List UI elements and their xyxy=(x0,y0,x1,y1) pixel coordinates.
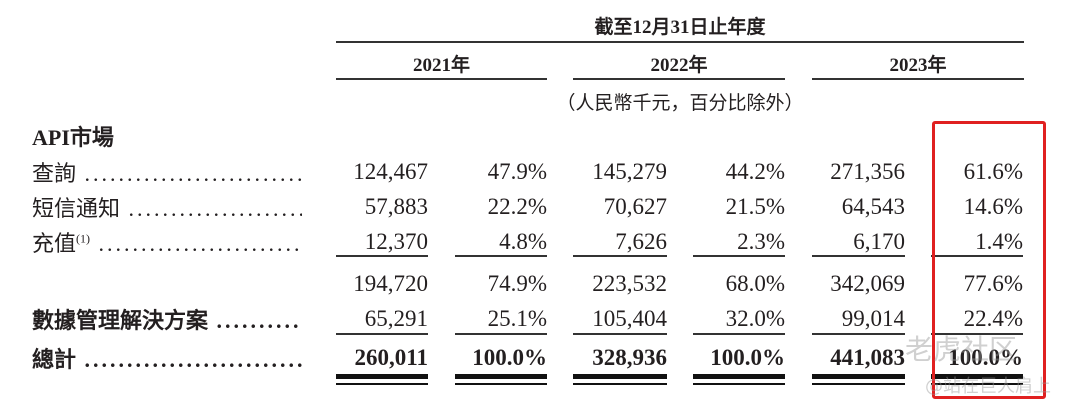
table-cell: 61.6% xyxy=(963,159,1023,184)
row-label: 總計 .................................... xyxy=(32,342,302,374)
table-cell: 14.6% xyxy=(963,194,1023,219)
underline xyxy=(693,333,785,335)
year-rule xyxy=(573,78,785,80)
table-cell: 342,069 xyxy=(830,271,905,296)
underline xyxy=(812,383,905,385)
table-cell: 7,626 xyxy=(615,229,667,254)
underline xyxy=(573,255,667,257)
table-cell: 441,083 xyxy=(830,345,905,370)
table-cell: 74.9% xyxy=(487,271,547,296)
table-cell: 4.8% xyxy=(499,229,547,254)
underline xyxy=(573,374,667,379)
table-cell: 32.0% xyxy=(725,306,785,331)
underline xyxy=(455,255,547,257)
dot-leader: .................................... xyxy=(98,231,302,256)
underline xyxy=(931,255,1023,257)
table-cell: 145,279 xyxy=(592,159,667,184)
period-header: 截至12月31日止年度 xyxy=(594,17,766,38)
underline xyxy=(336,333,428,335)
table-cell: 65,291 xyxy=(364,306,428,331)
table-cell: 223,532 xyxy=(592,271,667,296)
underline xyxy=(336,374,428,379)
table-cell: 105,404 xyxy=(592,306,667,331)
footnote-ref: (1) xyxy=(76,231,91,246)
row-label: API市場 xyxy=(32,120,302,152)
table-cell: 47.9% xyxy=(487,159,547,184)
underline xyxy=(812,374,905,379)
underline xyxy=(812,255,905,257)
table-cell: 100.0% xyxy=(710,345,785,370)
table-cell: 68.0% xyxy=(725,271,785,296)
table-cell: 57,883 xyxy=(364,194,428,219)
table-cell: 100.0% xyxy=(472,345,547,370)
underline xyxy=(573,333,667,335)
underline xyxy=(693,383,785,385)
table-cell: 64,543 xyxy=(841,194,905,219)
table-cell: 21.5% xyxy=(725,194,785,219)
dot-leader: .................................... xyxy=(84,161,302,186)
row-label-text: 充值 xyxy=(32,231,77,256)
table-cell: 22.2% xyxy=(487,194,547,219)
table-cell: 124,467 xyxy=(353,159,428,184)
watermark: @站在巨人肩上 xyxy=(925,376,1051,397)
table-cell: 99,014 xyxy=(841,306,905,331)
table-cell: 194,720 xyxy=(353,271,428,296)
table-cell: 328,936 xyxy=(592,345,667,370)
table-cell: 44.2% xyxy=(725,159,785,184)
table-cell: 12,370 xyxy=(364,229,428,254)
row-label: 短信通知 ...................................… xyxy=(32,191,302,223)
row-label: 充值(1) ..................................… xyxy=(32,226,302,258)
underline xyxy=(455,374,547,379)
underline xyxy=(812,333,905,335)
row-label-text: API市場 xyxy=(32,125,114,150)
table-cell: 70,627 xyxy=(603,194,667,219)
highlight-box xyxy=(932,121,1046,399)
table-cell: 22.4% xyxy=(963,306,1023,331)
underline xyxy=(455,383,547,385)
year-header-2021: 2021年 xyxy=(412,55,470,76)
row-label-text: 數據管理解決方案 xyxy=(32,308,209,333)
header-rule xyxy=(336,41,1024,43)
table-cell: 1.4% xyxy=(975,229,1023,254)
row-label-text: 總計 xyxy=(32,347,77,372)
year-header-2022: 2022年 xyxy=(650,55,708,76)
table-cell: 260,011 xyxy=(354,345,428,370)
table-cell: 100.0% xyxy=(948,345,1023,370)
table-cell: 271,356 xyxy=(830,159,905,184)
underline xyxy=(573,383,667,385)
underline xyxy=(336,255,428,257)
underline xyxy=(931,374,1023,379)
table-cell: 6,170 xyxy=(853,229,905,254)
underline xyxy=(931,383,1023,385)
year-rule xyxy=(812,78,1024,80)
underline xyxy=(693,374,785,379)
row-label-text: 短信通知 xyxy=(32,196,121,221)
row-label: 查詢 .................................... xyxy=(32,156,302,188)
underline xyxy=(336,383,428,385)
dot-leader: .................................... xyxy=(128,196,302,221)
underline xyxy=(693,255,785,257)
dot-leader: .................................... xyxy=(216,308,302,333)
year-rule xyxy=(336,78,547,80)
table-cell: 25.1% xyxy=(487,306,547,331)
dot-leader: .................................... xyxy=(84,347,302,372)
underline xyxy=(931,333,1023,335)
table-cell: 2.3% xyxy=(737,229,785,254)
row-label-text: 查詢 xyxy=(32,161,77,186)
year-header-2023: 2023年 xyxy=(889,55,947,76)
watermark: 老虎社区 xyxy=(905,333,1018,366)
unit-note: （人民幣千元，百分比除外） xyxy=(556,93,804,114)
table-cell: 77.6% xyxy=(963,271,1023,296)
row-label: 數據管理解決方案 ...............................… xyxy=(32,303,302,335)
underline xyxy=(455,333,547,335)
